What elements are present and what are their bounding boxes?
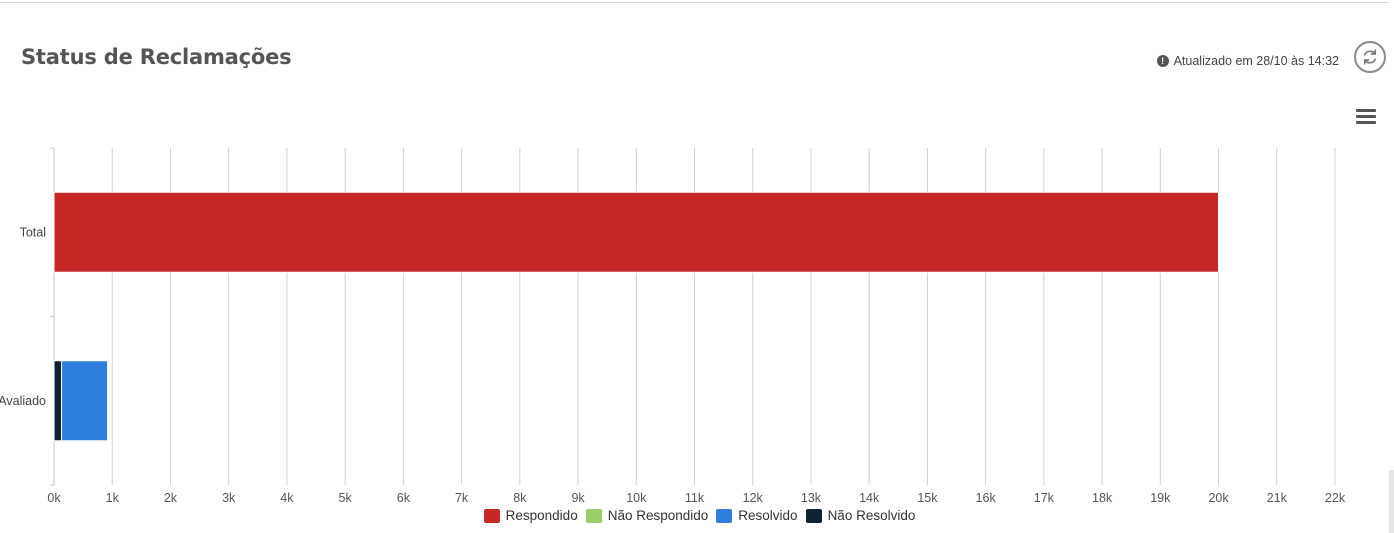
chart: 0k 1k 2k 3k 4k 5k 6k 7k 8k 9k 10k 11k 12k 13k 14k 15k 16… (0, 147, 1346, 505)
x-tick-label: 3k (222, 491, 236, 505)
x-tick-label: 15k (917, 491, 938, 505)
refresh-button[interactable] (1354, 41, 1386, 73)
legend-swatch (483, 508, 500, 523)
x-tick-label: 2k (164, 491, 178, 505)
legend-label: Não Respondido (607, 508, 709, 523)
x-tick-label: 8k (513, 491, 527, 505)
x-tick-label: 6k (397, 491, 411, 505)
x-tick-label: 21k (1267, 491, 1288, 505)
x-tick-label: 17k (1034, 491, 1055, 505)
x-tick-label: 20k (1208, 491, 1229, 505)
legend-swatch (805, 508, 822, 523)
bar-não-resolvido (53, 360, 63, 442)
x-tick-label: 4k (280, 491, 294, 505)
legend-label: Respondido (505, 508, 578, 523)
bar-resolvido (61, 360, 109, 442)
x-tick-label: 13k (801, 491, 822, 505)
legend-item[interactable]: Respondido (483, 508, 578, 523)
legend-item[interactable]: Resolvido (716, 508, 798, 523)
y-category-label: Avaliado (0, 394, 46, 408)
legend-item[interactable]: Não Respondido (585, 508, 709, 523)
x-tick-label: 16k (976, 491, 997, 505)
x-tick-label: 12k (743, 491, 764, 505)
x-tick-label: 10k (626, 491, 647, 505)
updated-text: Atualizado em 28/10 às 14:32 (1173, 54, 1339, 68)
legend: Respondido Não Respondido Resolvido Não Res… (0, 508, 1394, 523)
x-tick-label: 9k (571, 491, 585, 505)
y-category-label: Total (20, 225, 46, 239)
x-tick-label: 1k (106, 491, 120, 505)
x-tick-label: 11k (685, 491, 705, 505)
x-tick-label: 19k (1150, 491, 1171, 505)
refresh-icon (1363, 49, 1377, 65)
info-icon: ! (1156, 55, 1169, 67)
legend-label: Resolvido (738, 508, 798, 523)
x-tick-label: 14k (859, 491, 880, 505)
x-tick-label: 18k (1092, 491, 1113, 505)
hamburger-menu-icon[interactable] (1356, 109, 1376, 125)
x-tick-label: 7k (455, 491, 469, 505)
page-title: Status de Reclamações (21, 45, 292, 69)
bar-respondido (53, 191, 1220, 273)
legend-swatch (585, 508, 602, 523)
x-tick-label: 5k (339, 491, 353, 505)
legend-swatch (716, 508, 733, 523)
x-tick-label: 0k (47, 491, 61, 505)
scrollbar-edge (1389, 470, 1394, 533)
legend-label: Não Resolvido (827, 508, 916, 523)
updated-status: ! Atualizado em 28/10 às 14:32 (1156, 54, 1339, 68)
x-tick-label: 22k (1325, 491, 1346, 505)
legend-item[interactable]: Não Resolvido (805, 508, 916, 523)
top-border (0, 2, 1388, 3)
